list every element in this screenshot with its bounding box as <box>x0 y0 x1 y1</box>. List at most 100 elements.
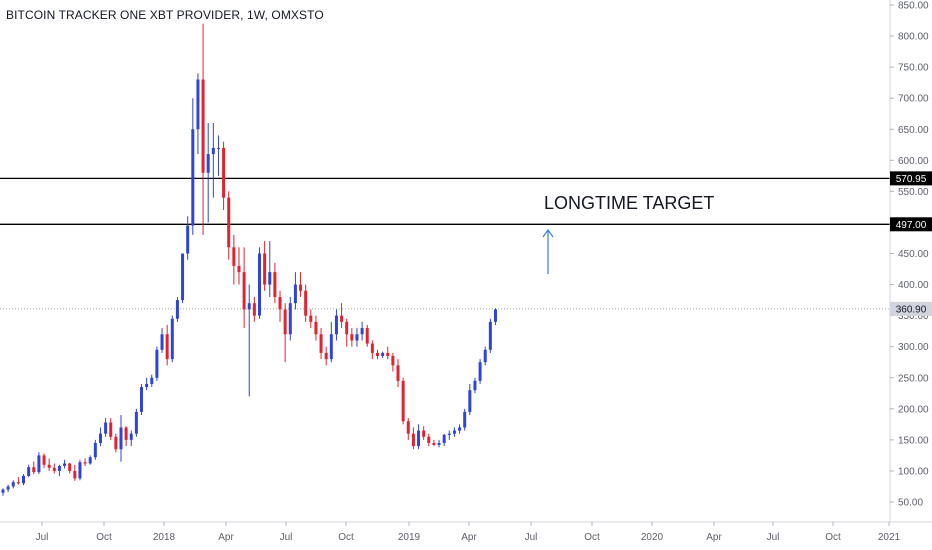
chart-title: BITCOIN TRACKER ONE XBT PROVIDER, 1W, OM… <box>6 8 324 22</box>
x-tick-label: 2021 <box>878 532 901 543</box>
candle <box>114 433 118 453</box>
candle-body <box>401 380 405 422</box>
candle <box>304 284 308 322</box>
candle-body <box>165 334 169 360</box>
candle-body <box>181 253 185 301</box>
x-tick-label: Jul <box>36 532 49 543</box>
candle-body <box>283 309 287 335</box>
candle-body <box>63 463 67 466</box>
candle <box>417 424 421 450</box>
candle <box>283 303 287 363</box>
candle <box>1 488 5 496</box>
candlestick-series <box>1 23 497 496</box>
candle <box>340 303 344 329</box>
candle <box>37 452 41 475</box>
candle <box>175 296 179 322</box>
candle <box>447 430 451 440</box>
candle <box>237 247 241 285</box>
candle <box>473 377 477 394</box>
candle-body <box>201 79 205 173</box>
candle-body <box>119 427 123 450</box>
candle <box>232 234 236 285</box>
candle <box>63 459 67 469</box>
candle-body <box>22 475 26 484</box>
level-price-tag <box>890 217 932 232</box>
x-tick-label: Oct <box>584 532 600 543</box>
x-tick-label: Jul <box>525 532 538 543</box>
y-tick-label: 650.00 <box>898 125 929 136</box>
x-axis: Jul Oct 2018 Apr Jul Oct 2019 Apr Jul Oct 2020 Apr J… <box>36 522 901 543</box>
candle <box>42 453 46 468</box>
longtime-target-label[interactable]: LONGTIME TARGET <box>544 193 714 213</box>
candle <box>375 349 379 360</box>
candle <box>365 324 369 347</box>
candle-body <box>104 422 108 434</box>
y-tick-label: 850.00 <box>898 1 929 12</box>
candle <box>319 328 323 360</box>
y-tick-label: 550.00 <box>898 187 929 198</box>
candle-body <box>211 147 215 155</box>
candle <box>124 426 128 447</box>
candle-body <box>129 433 133 440</box>
candle <box>93 439 97 460</box>
candle <box>483 346 487 366</box>
y-tick-label: 800.00 <box>898 32 929 43</box>
candle <box>186 216 190 260</box>
candle-body <box>124 427 128 440</box>
candle <box>68 462 72 474</box>
candle-body <box>493 309 497 322</box>
x-tick-label: 2018 <box>153 532 176 543</box>
candle <box>314 315 318 341</box>
candle-body <box>32 467 36 473</box>
candle-body <box>447 433 451 435</box>
candle <box>478 359 482 384</box>
candle <box>345 318 349 347</box>
x-tick-label: Jul <box>767 532 780 543</box>
candle <box>155 346 159 381</box>
candle <box>493 308 497 325</box>
candle-body <box>268 272 272 285</box>
candle <box>452 427 456 437</box>
target-arrow-icon[interactable] <box>542 228 554 274</box>
candle <box>160 328 164 353</box>
x-tick-label: 2020 <box>641 532 664 543</box>
y-tick-label: 700.00 <box>898 94 929 105</box>
candle-body <box>468 390 472 412</box>
candle-body <box>88 457 92 464</box>
candle-body <box>329 334 333 360</box>
candle-body <box>365 328 369 344</box>
candle <box>427 433 431 447</box>
candle <box>463 408 467 431</box>
candle <box>252 296 256 322</box>
candle <box>22 474 26 486</box>
candle-body <box>227 197 231 248</box>
candle <box>88 455 92 465</box>
candle-body <box>263 253 267 285</box>
candle-body <box>432 442 436 445</box>
candle <box>134 408 138 437</box>
candle-body <box>134 411 138 434</box>
candle-body <box>309 315 313 322</box>
candle-body <box>473 380 477 391</box>
candle <box>83 458 87 466</box>
y-tick-label: 200.00 <box>898 404 929 415</box>
candle-body <box>288 303 292 335</box>
x-tick-label: 2019 <box>398 532 421 543</box>
candle <box>47 458 51 471</box>
candle <box>355 328 359 347</box>
candle <box>458 424 462 434</box>
candle-body <box>232 247 236 266</box>
candle <box>442 433 446 447</box>
candle <box>488 318 492 353</box>
candle-body <box>340 315 344 322</box>
candle-body <box>140 387 144 412</box>
y-axis: 50.00 100.00 150.00 200.00 250.00 300.00 350.0… <box>890 1 929 509</box>
last-price-tag <box>890 301 932 316</box>
candle <box>206 123 210 223</box>
level-price-label: 497.00 <box>896 220 927 231</box>
price-tags: 570.95 497.00 360.90 <box>890 171 932 316</box>
candle <box>73 464 77 481</box>
candle <box>222 141 226 211</box>
candle <box>32 461 36 475</box>
